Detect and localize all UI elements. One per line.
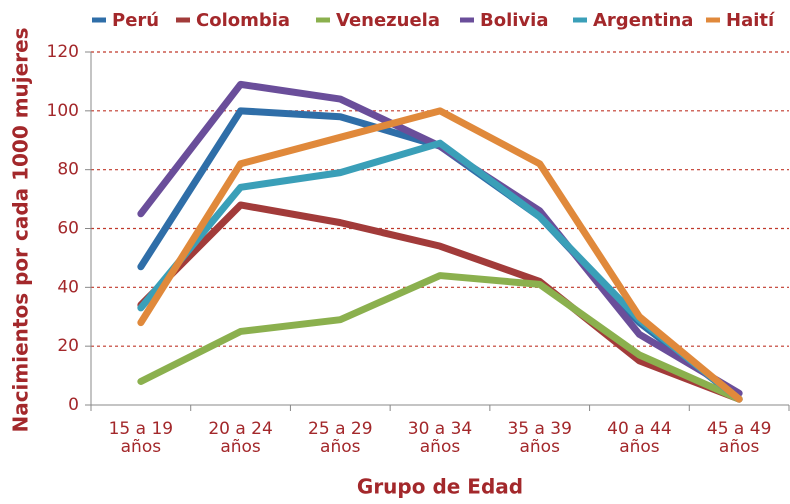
- legend-label: Perú: [112, 10, 159, 31]
- y-tick-label: 40: [57, 277, 79, 297]
- y-tick-label: 80: [57, 160, 79, 180]
- legend-label: Colombia: [196, 10, 290, 31]
- y-tick-label: 0: [68, 395, 79, 415]
- x-tick-label: 45 a 49 años: [707, 419, 772, 457]
- y-tick-label: 20: [57, 336, 79, 356]
- x-tick-label: 15 a 19 años: [109, 419, 174, 457]
- legend-label: Bolivia: [480, 10, 548, 31]
- legend-label: Haití: [726, 10, 775, 31]
- legend-label: Venezuela: [336, 10, 440, 31]
- x-axis-label: Grupo de Edad: [357, 475, 523, 499]
- y-tick-label: 60: [57, 219, 79, 239]
- y-axis-label: Nacimientos por cada 1000 mujeres: [9, 27, 33, 432]
- x-tick-label: 35 a 39 años: [507, 419, 572, 457]
- series-line: [137, 272, 743, 403]
- series-line: [137, 201, 743, 403]
- series-line: [137, 107, 743, 403]
- x-tick-label: 40 a 44 años: [607, 419, 672, 457]
- legend-label: Argentina: [593, 10, 693, 31]
- x-tick-label: 20 a 24 años: [208, 419, 273, 457]
- y-tick-label: 120: [47, 42, 79, 62]
- y-tick-label: 100: [47, 101, 79, 121]
- x-tick-label: 30 a 34 años: [408, 419, 473, 457]
- x-tick-label: 25 a 29 años: [308, 419, 373, 457]
